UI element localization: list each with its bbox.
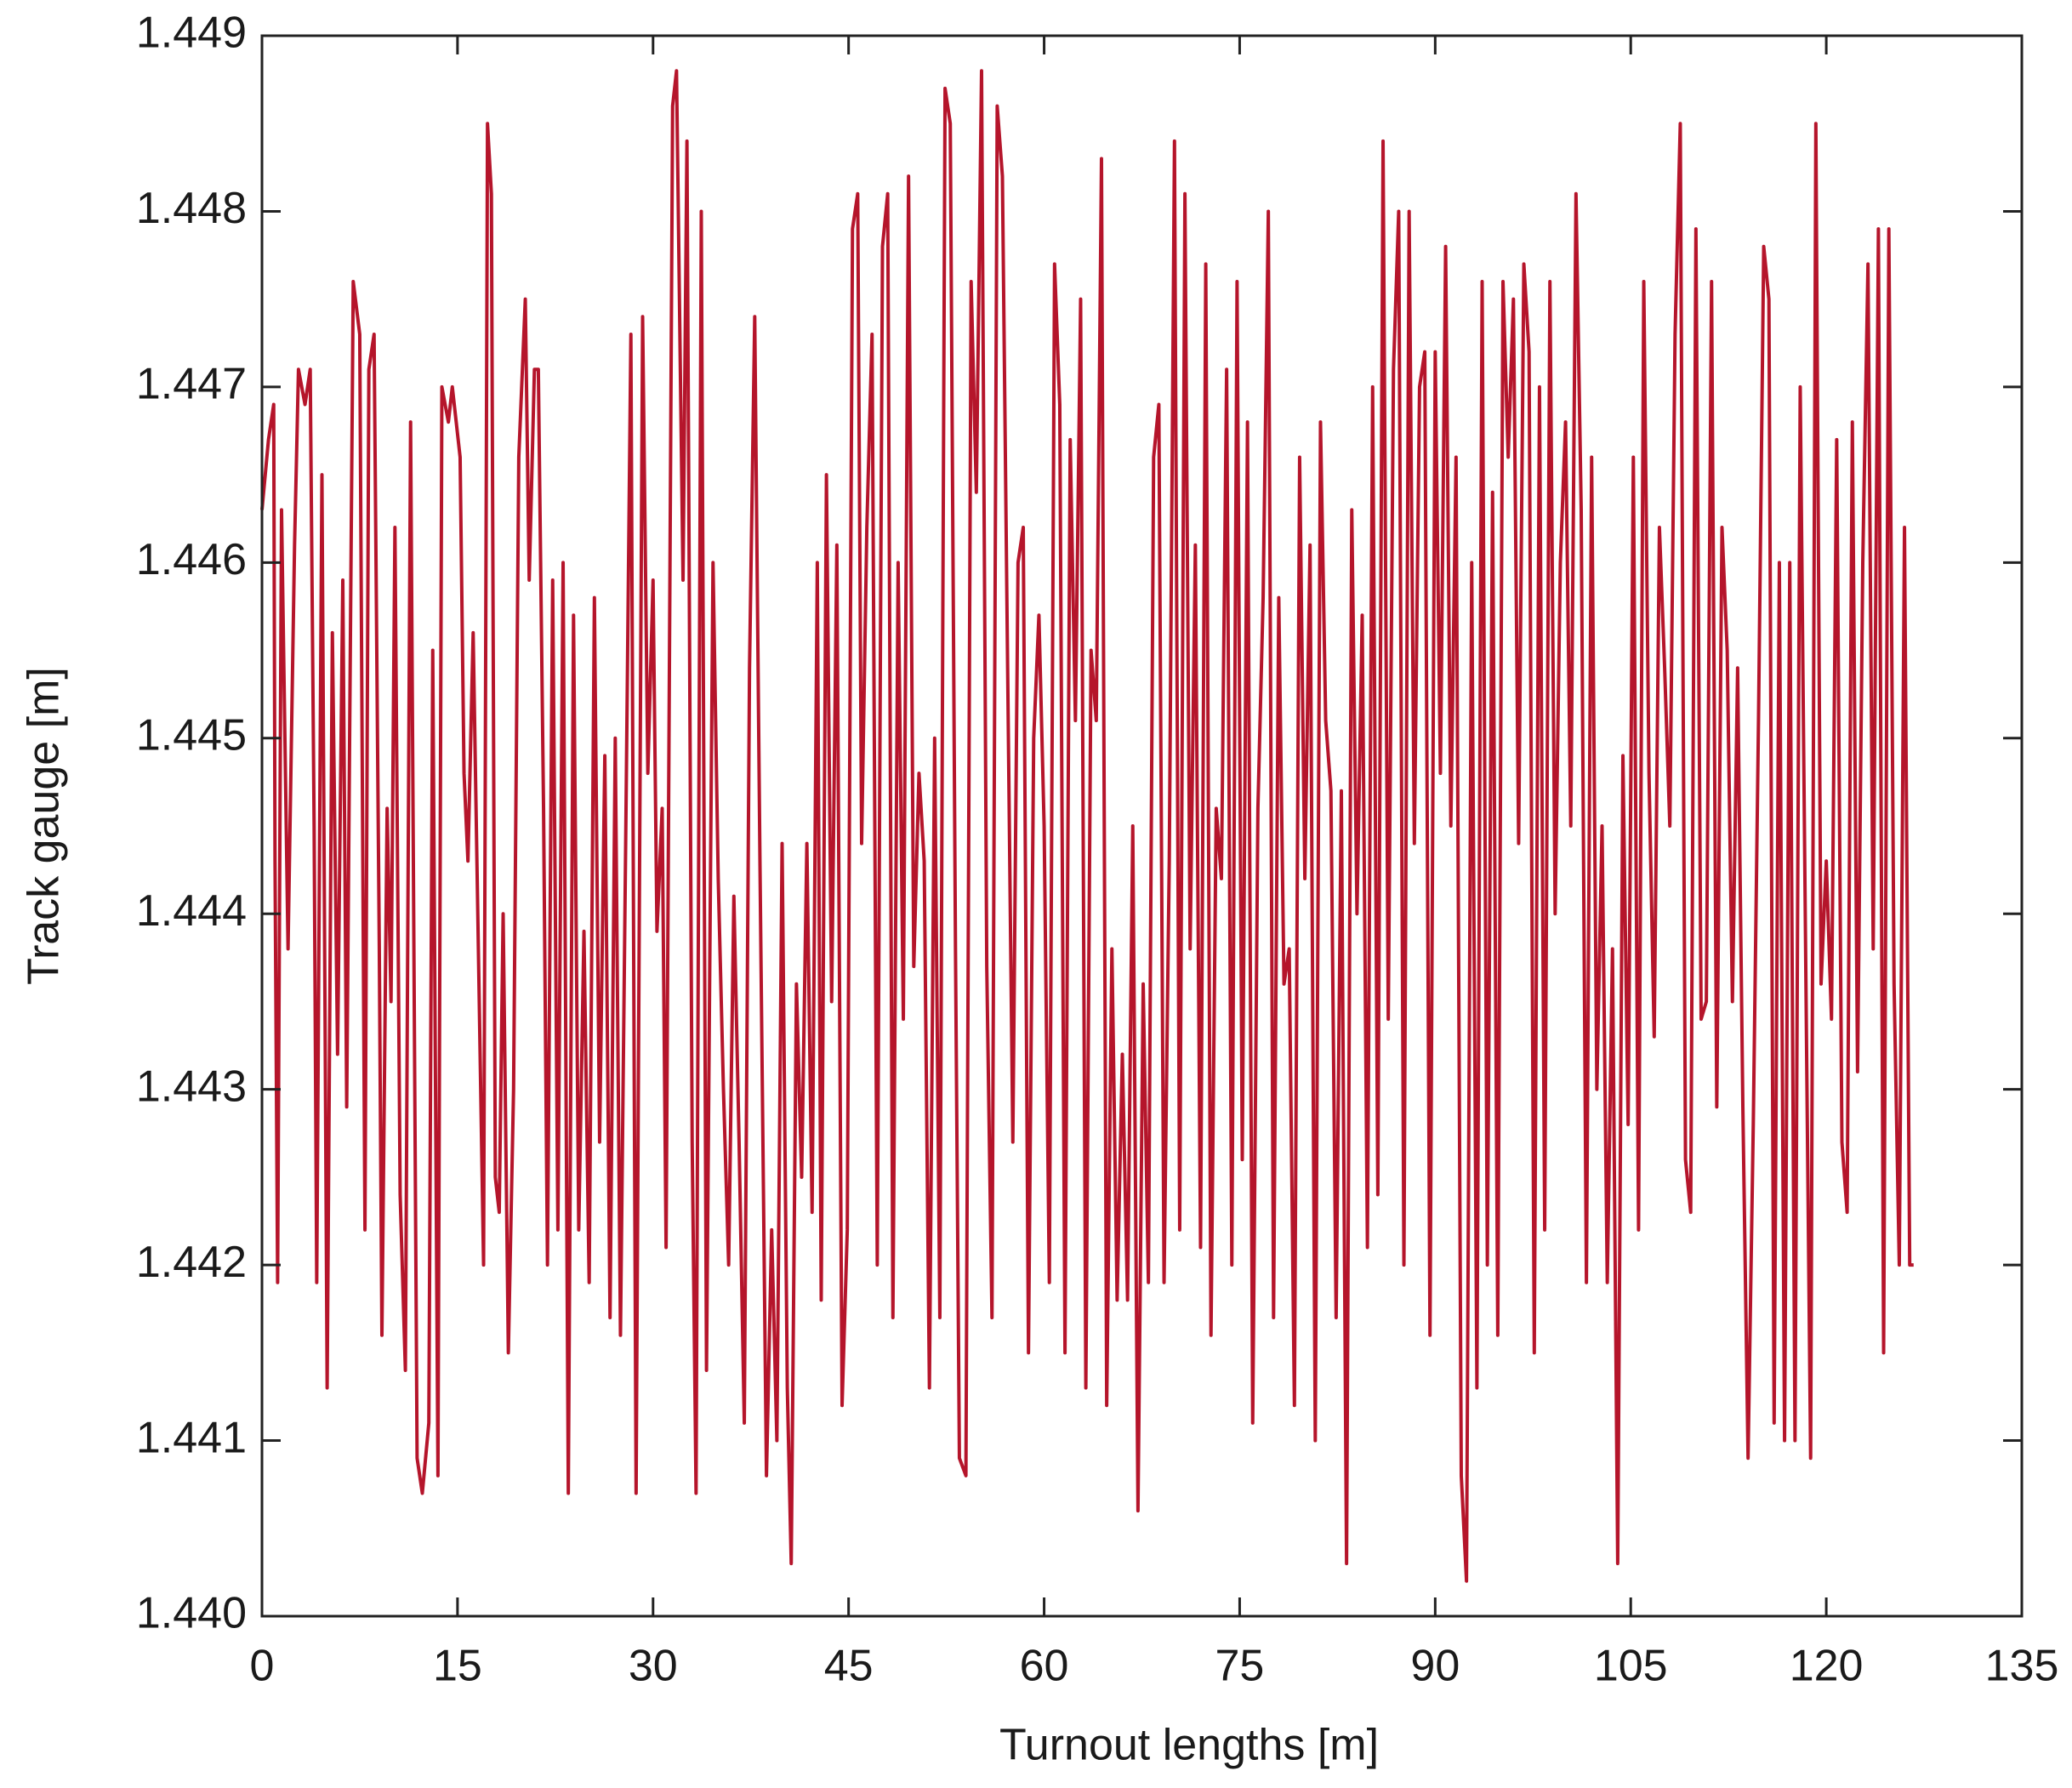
y-tick-label: 1.449 (136, 9, 247, 58)
x-tick-label: 120 (1790, 1642, 1864, 1691)
y-tick-label: 1.442 (136, 1238, 247, 1287)
plot-frame (260, 34, 2024, 1618)
x-tick-label: 75 (1215, 1642, 1265, 1691)
marks (260, 69, 1914, 1583)
y-tick-label: 1.444 (136, 886, 247, 936)
y-tick-label: 1.448 (136, 184, 247, 233)
x-tick-label: 135 (1985, 1642, 2059, 1691)
y-tick-label: 1.446 (136, 535, 247, 584)
x-tick-label: 60 (1020, 1642, 1069, 1691)
x-tick-label: 45 (824, 1642, 874, 1691)
y-axis-label: Track gauge [m] (20, 667, 69, 985)
x-tick-label: 105 (1594, 1642, 1668, 1691)
y-tick-label: 1.445 (136, 711, 247, 760)
y-tick-label: 1.447 (136, 360, 247, 409)
y-tick-label: 1.443 (136, 1062, 247, 1111)
x-axis-label: Turnout lengths [m] (999, 1721, 1379, 1770)
x-tick-label: 30 (629, 1642, 678, 1691)
x-tick-label: 15 (433, 1642, 482, 1691)
y-tick-label: 1.440 (136, 1589, 247, 1638)
x-tick-label: 90 (1410, 1642, 1460, 1691)
y-tick-label: 1.441 (136, 1413, 247, 1462)
data-line (260, 69, 1914, 1583)
x-tick-label: 0 (250, 1642, 275, 1691)
